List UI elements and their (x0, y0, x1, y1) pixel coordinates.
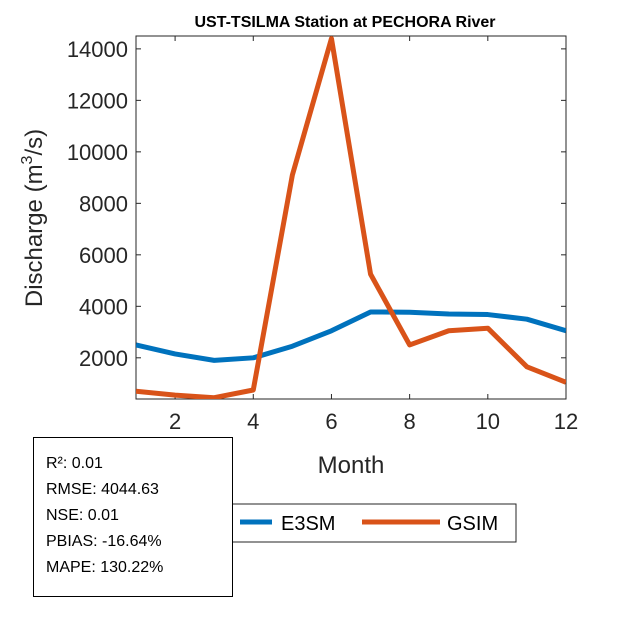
y-tick-label: 6000 (79, 243, 128, 268)
stat-pbias: PBIAS: -16.64% (46, 533, 162, 550)
series-line-e3sm (136, 309, 566, 363)
y-axis-label-sup: 3 (19, 155, 36, 164)
y-axis-label: Discharge (m3/s) (19, 129, 48, 307)
x-tick-label: 6 (325, 409, 337, 434)
y-axis-label-main: Discharge (m (21, 164, 48, 307)
x-tick-label: 8 (404, 409, 416, 434)
legend: E3SM GSIM (231, 503, 517, 543)
plot-area (135, 35, 567, 400)
chart-title: UST-TSILMA Station at PECHORA River (194, 14, 495, 31)
y-tick-label: 8000 (79, 191, 128, 216)
x-tick-label: 2 (169, 409, 181, 434)
y-tick-label: 12000 (67, 88, 128, 113)
metrics-box: R²: 0.01 RMSE: 4044.63 NSE: 0.01 PBIAS: … (33, 437, 233, 597)
y-tick-label: 2000 (79, 346, 128, 371)
legend-label-gsim: GSIM (447, 513, 498, 535)
legend-label-e3sm: E3SM (281, 513, 335, 535)
x-tick-label: 10 (476, 409, 500, 434)
stat-r2: R²: 0.01 (46, 455, 103, 472)
x-axis-label: Month (318, 452, 385, 479)
y-axis-label-tail: /s) (21, 129, 48, 156)
axis-ticks: 2 4 6 8 10 12 2000 4000 6000 8000 10000 12000 14000 (67, 36, 578, 434)
stat-rmse: RMSE: 4044.63 (46, 481, 159, 498)
x-tick-label: 4 (247, 409, 259, 434)
series-line-gsim (136, 36, 566, 399)
series-lines (136, 36, 566, 399)
stat-mape: MAPE: 130.22% (46, 559, 164, 576)
y-tick-label: 4000 (79, 294, 128, 319)
y-tick-label: 14000 (67, 37, 128, 62)
stat-nse: NSE: 0.01 (46, 507, 119, 524)
x-tick-label: 12 (554, 409, 578, 434)
y-tick-label: 10000 (67, 140, 128, 165)
